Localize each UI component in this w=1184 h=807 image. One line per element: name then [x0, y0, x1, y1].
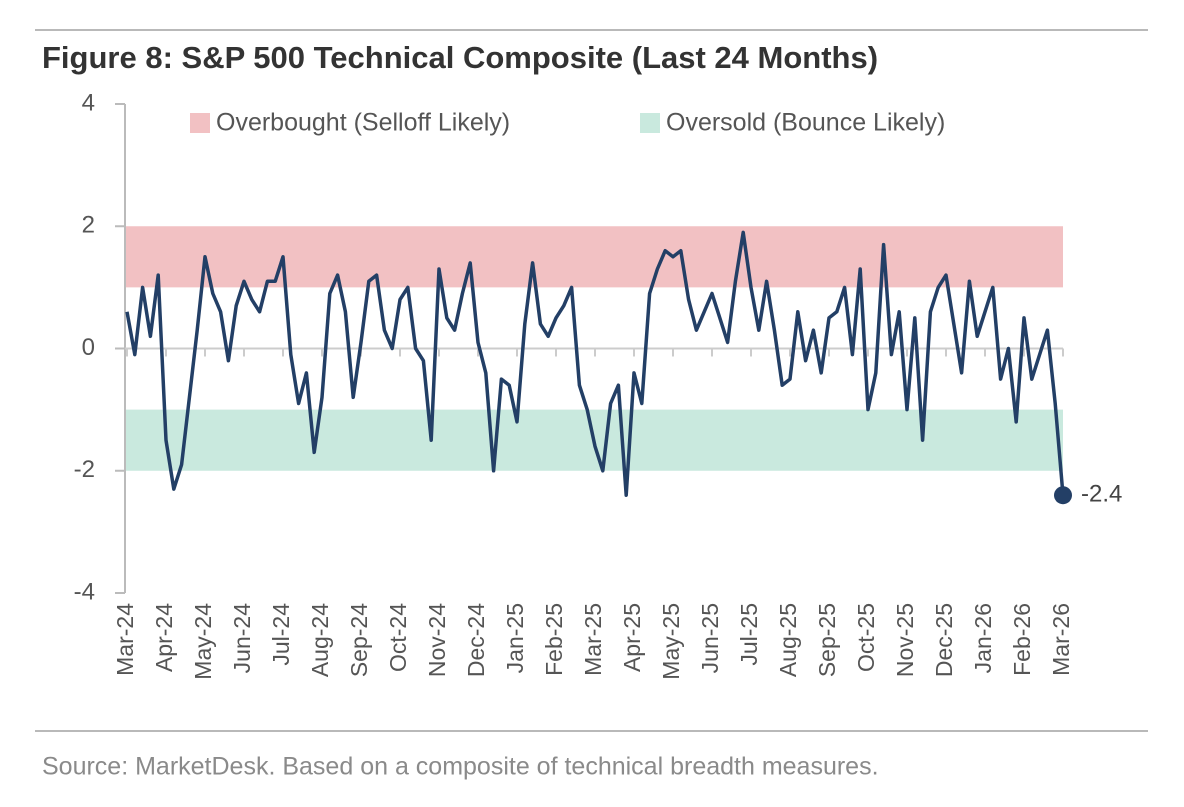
x-tick-label: Mar-25 [580, 603, 606, 676]
legend-label: Oversold (Bounce Likely) [666, 109, 945, 137]
y-tick-label: 0 [82, 334, 95, 361]
x-tick-label: Nov-25 [892, 603, 918, 677]
y-tick-label: -2 [74, 456, 95, 483]
x-tick-label: Apr-25 [619, 603, 645, 672]
legend-label: Overbought (Selloff Likely) [216, 109, 510, 137]
x-tick-label: Jan-25 [502, 603, 528, 673]
x-tick-label: Aug-24 [307, 603, 333, 677]
x-tick-label: Sep-25 [814, 603, 840, 677]
y-tick-label: 4 [82, 89, 95, 116]
x-tick-label: Jul-25 [736, 603, 762, 666]
legend-swatch [640, 113, 660, 133]
last-value-label: -2.4 [1081, 481, 1122, 508]
x-tick-label: Feb-26 [1009, 603, 1035, 676]
x-tick-label: Jun-24 [229, 603, 255, 674]
x-tick-label: Sep-24 [346, 603, 372, 677]
x-tick-label: Jun-25 [697, 603, 723, 673]
x-tick-label: Nov-24 [424, 603, 450, 677]
x-tick-label: Apr-24 [151, 603, 177, 672]
source-note: Source: MarketDesk. Based on a composite… [42, 753, 879, 781]
y-tick-label: 2 [82, 212, 95, 239]
x-tick-label: Feb-25 [541, 603, 567, 676]
chart-title: Figure 8: S&P 500 Technical Composite (L… [42, 40, 878, 75]
x-tick-label: Dec-25 [931, 603, 957, 677]
x-tick-label: Dec-24 [463, 603, 489, 677]
x-tick-label: May-25 [658, 603, 684, 680]
legend-swatch [190, 113, 210, 133]
x-tick-label: Mar-24 [112, 603, 138, 676]
x-tick-label: Aug-25 [775, 603, 801, 677]
x-tick-label: Jul-24 [268, 603, 294, 666]
x-tick-label: May-24 [190, 603, 216, 680]
x-tick-label: Jan-26 [970, 603, 996, 673]
series-line [125, 230, 1065, 497]
x-tick-label: Oct-25 [853, 603, 879, 672]
x-tick-label: Mar-26 [1048, 603, 1074, 676]
x-tick-label: Oct-24 [385, 603, 411, 672]
y-tick-label: -4 [74, 578, 95, 605]
last-point [1054, 486, 1072, 505]
band [125, 226, 1063, 288]
